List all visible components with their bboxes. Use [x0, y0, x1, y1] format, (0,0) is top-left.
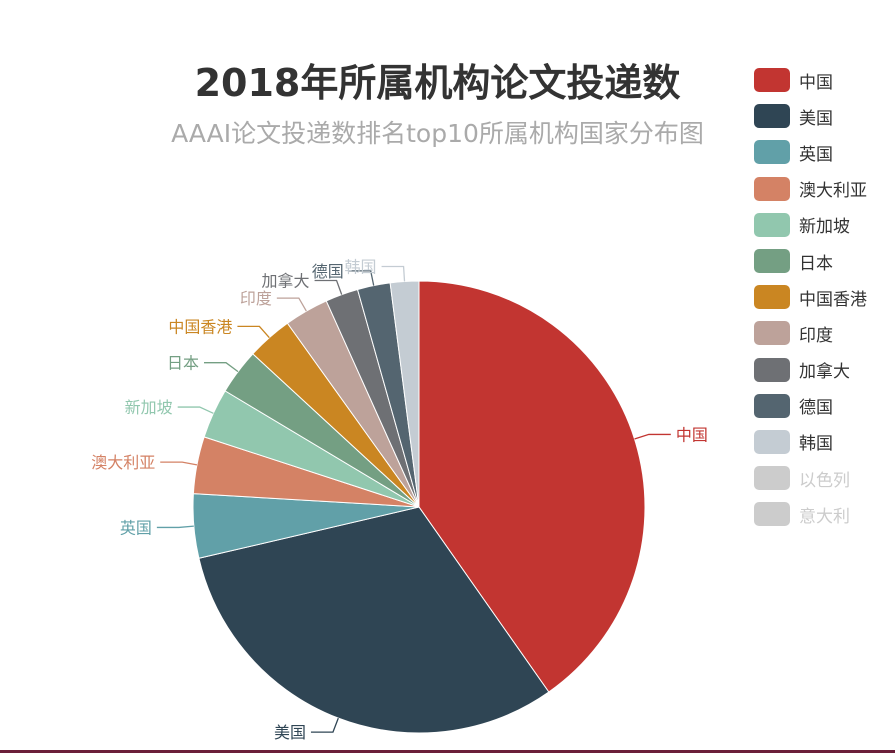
legend-label: 印度 — [799, 325, 833, 346]
pie-label-line-8 — [314, 279, 343, 295]
pie-label-lines — [156, 265, 671, 733]
legend-item-6[interactable]: 中国香港 — [754, 279, 867, 315]
legend-item-1[interactable]: 美国 — [754, 98, 867, 134]
pie-label-line-7 — [276, 297, 307, 312]
legend-swatch — [754, 212, 790, 237]
bottom-border — [0, 750, 895, 753]
pie-label-8: 加拿大 — [262, 272, 310, 291]
legend-swatch — [754, 176, 790, 201]
pie-label-line-3 — [160, 461, 198, 466]
pie-slice-1[interactable] — [198, 506, 550, 734]
pie-label-line-6 — [237, 325, 270, 339]
legend-swatch — [754, 357, 790, 382]
legend-swatch — [754, 321, 790, 346]
legend-item-2[interactable]: 英国 — [754, 134, 867, 170]
legend-item-7[interactable]: 印度 — [754, 315, 867, 351]
pie-label-line-9 — [348, 270, 375, 286]
legend: 中国美国英国澳大利亚新加坡日本中国香港印度加拿大德国韩国以色列意大利 — [754, 62, 867, 532]
pie-label-7: 印度 — [240, 289, 272, 308]
legend-label: 意大利 — [799, 506, 850, 527]
legend-label: 中国 — [799, 72, 833, 93]
pie-label-6: 中国香港 — [168, 317, 232, 336]
legend-label: 英国 — [799, 144, 833, 165]
pie-label-2: 英国 — [120, 518, 152, 537]
pie-label-3: 澳大利亚 — [91, 453, 155, 472]
legend-swatch — [754, 393, 790, 418]
pie-label-9: 德国 — [312, 262, 344, 281]
pie-label-line-2 — [156, 525, 194, 529]
legend-swatch — [754, 285, 790, 310]
legend-item-12[interactable]: 意大利 — [754, 496, 867, 532]
legend-item-4[interactable]: 新加坡 — [754, 207, 867, 243]
legend-label: 美国 — [799, 108, 833, 129]
legend-item-0[interactable]: 中国 — [754, 62, 867, 98]
legend-label: 新加坡 — [799, 217, 850, 238]
legend-item-3[interactable]: 澳大利亚 — [754, 171, 867, 207]
pie-slices — [192, 280, 646, 734]
legend-swatch — [754, 502, 790, 527]
legend-swatch — [754, 140, 790, 165]
legend-label: 韩国 — [799, 434, 833, 455]
legend-item-8[interactable]: 加拿大 — [754, 352, 867, 388]
pie-slice-10[interactable] — [389, 280, 420, 508]
legend-swatch — [754, 68, 790, 93]
pie-label-line-5 — [203, 362, 239, 373]
legend-item-11[interactable]: 以色列 — [754, 460, 867, 496]
legend-label: 日本 — [799, 253, 833, 274]
pie-label-1: 美国 — [274, 723, 306, 742]
pie-label-line-1 — [310, 717, 339, 733]
pie-label-5: 日本 — [167, 354, 199, 373]
legend-label: 加拿大 — [799, 362, 850, 383]
pie-label-line-10 — [381, 265, 406, 282]
chart-subtitle: AAAI论文投递数排名top10所属机构国家分布图 — [171, 119, 704, 148]
legend-label: 澳大利亚 — [799, 181, 867, 202]
legend-swatch — [754, 104, 790, 129]
pie-label-0: 中国 — [676, 425, 708, 444]
legend-item-5[interactable]: 日本 — [754, 243, 867, 279]
legend-item-9[interactable]: 德国 — [754, 388, 867, 424]
pie-label-10: 韩国 — [345, 257, 377, 276]
legend-swatch — [754, 466, 790, 491]
legend-item-10[interactable]: 韩国 — [754, 424, 867, 460]
legend-swatch — [754, 249, 790, 274]
pie-label-line-0 — [634, 433, 671, 440]
legend-label: 德国 — [799, 398, 833, 419]
pie-label-line-4 — [177, 406, 214, 414]
legend-swatch — [754, 429, 790, 454]
legend-label: 中国香港 — [799, 289, 867, 310]
legend-label: 以色列 — [799, 470, 850, 491]
chart-title: 2018年所属机构论文投递数 — [194, 61, 681, 105]
pie-label-4: 新加坡 — [125, 398, 173, 417]
